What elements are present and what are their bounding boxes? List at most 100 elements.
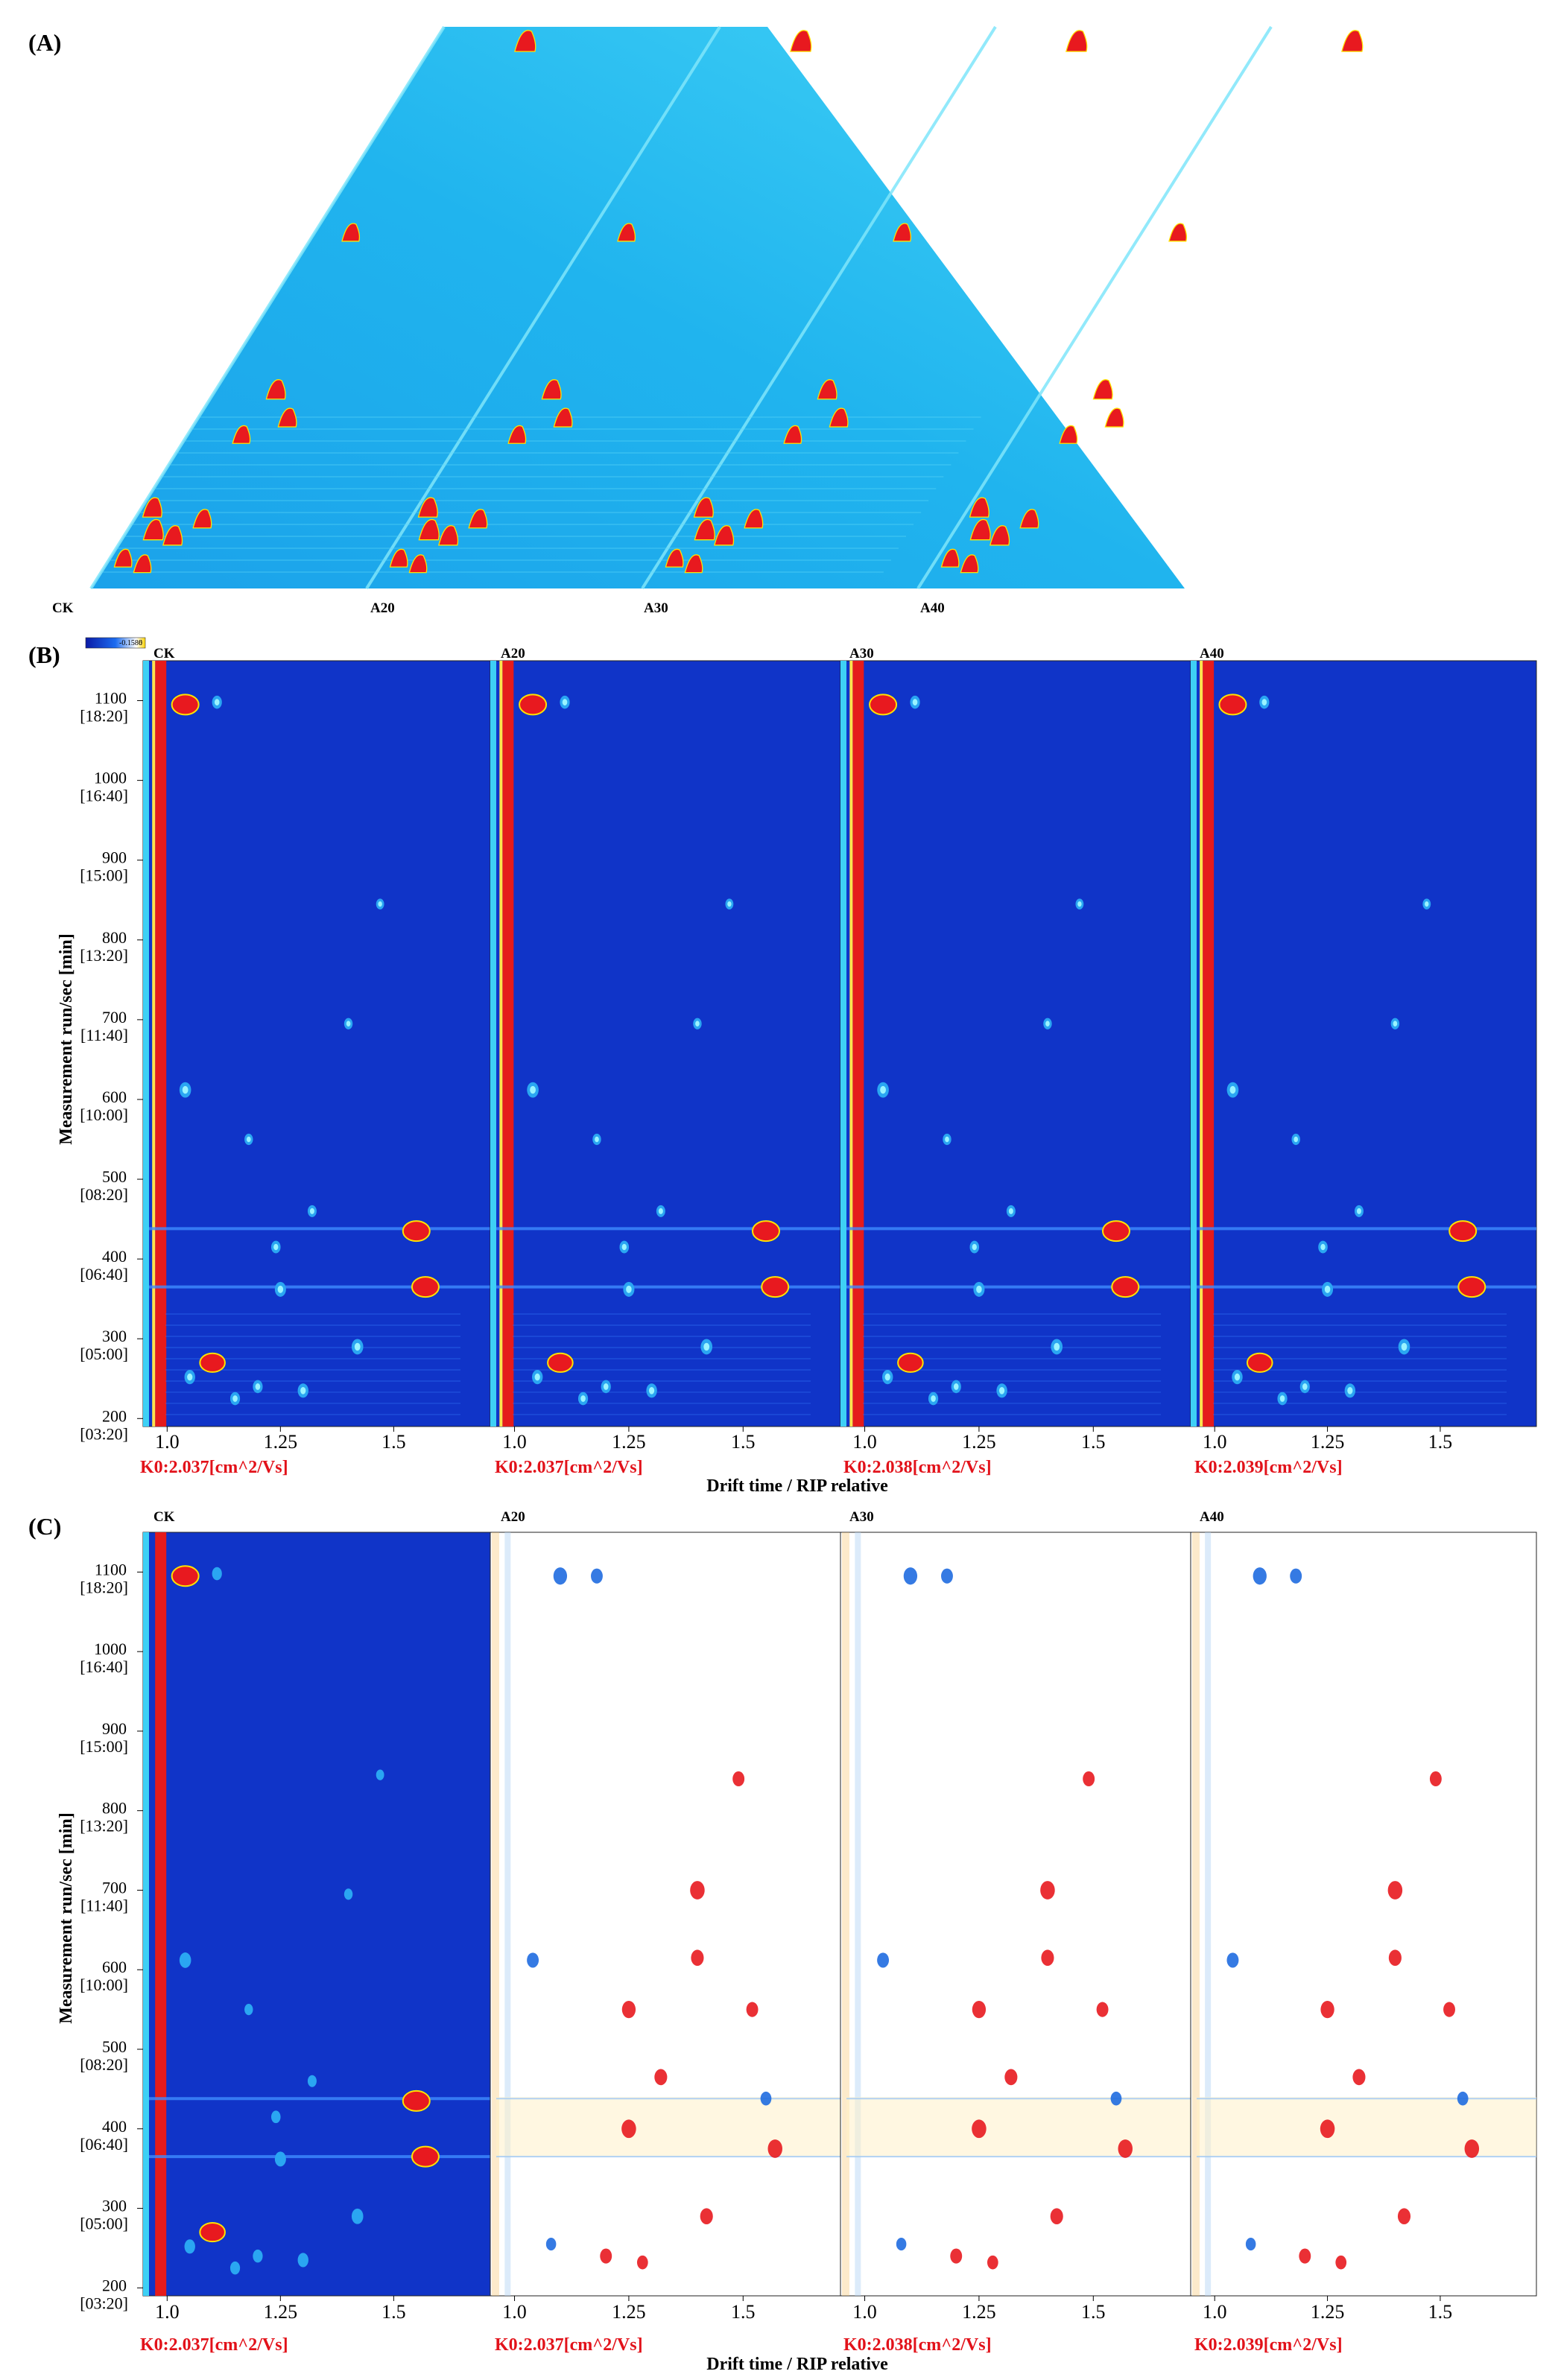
- panel-b-rip-edge: [499, 661, 503, 1427]
- panel-c-diff-peak: [600, 2248, 612, 2264]
- panel-a-peak: [969, 497, 990, 518]
- panel-c-plot-ck: [142, 1532, 491, 2297]
- panel-b-plot-a30: [840, 660, 1191, 1427]
- panel-a-peak: [408, 554, 428, 574]
- panel-a-peak: [990, 525, 1010, 546]
- panel-c-y-tick-label: 300: [102, 2197, 127, 2215]
- panel-c-diff-peak: [1226, 1952, 1239, 1968]
- panel-b-peak-core: [884, 1373, 890, 1381]
- panel-b-peak-core: [309, 1208, 314, 1214]
- panel-b-peak-core: [1393, 1021, 1398, 1027]
- panel-b-peak-core: [912, 699, 918, 706]
- panel-c-diff-peak: [1320, 2119, 1335, 2139]
- panel-c-peak: [199, 2221, 226, 2243]
- panel-b-peak-core: [931, 1395, 936, 1402]
- panel-a-peak: [142, 497, 162, 518]
- panel-b-peak-core: [530, 1085, 536, 1094]
- panel-c-diff-peak: [1352, 2069, 1366, 2086]
- panel-b-peak-core: [1054, 1342, 1060, 1351]
- panel-b-k0-a40: K0:2.039[cm^2/Vs]: [1194, 1458, 1343, 1477]
- panel-a-peak: [468, 509, 488, 529]
- panel-c-x-tick-label: 1.5: [731, 2301, 756, 2323]
- panel-b-peak-core: [1347, 1387, 1353, 1394]
- panel-b-peak: [1457, 1276, 1486, 1298]
- panel-b-peak-core: [1077, 901, 1082, 907]
- panel-b-y-tick-label: 500: [102, 1167, 127, 1186]
- panel-c-difference: 1.0 1.25 1.5 1.0 1.25 1.5 1.0 1.25 1.5 1.0 1.25 1.5…: [80, 1532, 1537, 2323]
- panel-c-diff-peak: [1457, 2091, 1469, 2106]
- panel-b-y-tick-label: 400: [102, 1247, 127, 1266]
- panel-b-x-tick-label: 1.5: [1081, 1431, 1106, 1453]
- panel-b-y-tick-time: [18:20]: [80, 707, 128, 726]
- panel-c-baseline-strip: [1192, 1532, 1200, 2296]
- panel-b-y-tick-label: 200: [102, 1406, 127, 1425]
- panel-c-diff-peak: [1388, 1949, 1402, 1967]
- panel-b-y-tick-time: [06:40]: [80, 1265, 128, 1283]
- panel-b-x-tick-label: 1.25: [1311, 1431, 1345, 1453]
- panel-c-k0-a30: K0:2.038[cm^2/Vs]: [843, 2335, 992, 2355]
- panel-b-k0-a30: K0:2.038[cm^2/Vs]: [843, 1458, 992, 1477]
- panel-b-peak-core: [976, 1285, 982, 1293]
- panel-b-rip-band: [1203, 661, 1215, 1427]
- panel-b-peak-core: [182, 1085, 189, 1094]
- panel-c-plot-a30: [840, 1532, 1191, 2297]
- panel-c-diff-peak: [1397, 2208, 1411, 2225]
- panel-b-rip-edge: [152, 661, 156, 1427]
- panel-c-peak: [343, 1888, 353, 1900]
- panel-a-peak: [617, 223, 636, 242]
- panel-b-peak: [402, 1220, 431, 1243]
- panel-c-x-tick-label: 1.25: [264, 2301, 298, 2323]
- panel-c-diff-peak: [1429, 1771, 1442, 1787]
- panel-a-peak: [389, 548, 408, 568]
- panel-a-peak: [1104, 407, 1124, 428]
- panel-a-3d-view: [89, 25, 1364, 590]
- panel-c-diff-peak: [690, 1881, 705, 1900]
- panel-c-peak: [297, 2253, 308, 2268]
- panel-c-x-axis-label: Drift time / RIP relative: [706, 2355, 888, 2374]
- panel-b-peak-core: [1320, 1243, 1326, 1251]
- panel-label-a: (A): [28, 29, 61, 56]
- panel-a-peak: [665, 548, 684, 568]
- panel-c-peak: [212, 1567, 222, 1581]
- panel-b-label-ck: CK: [153, 646, 175, 661]
- panel-b-peak-core: [1294, 1136, 1299, 1143]
- panel-c-y-tick-time: [05:00]: [80, 2215, 128, 2233]
- panel-b-peak-core: [727, 901, 732, 907]
- panel-b-peak-core: [953, 1383, 959, 1390]
- panel-a-peak: [192, 509, 212, 529]
- panel-c-diff-peak: [1320, 2001, 1334, 2019]
- panel-b-peak-core: [1045, 1021, 1050, 1027]
- panel-a-label-a30: A30: [644, 600, 668, 616]
- colorbar-label-max: 0: [139, 639, 142, 647]
- panel-b-peak-core: [562, 699, 568, 706]
- panel-b-plot-a40: [1190, 660, 1537, 1427]
- panel-c-x-tick-label: 1.5: [381, 2301, 406, 2323]
- panel-b-peak-core: [695, 1021, 700, 1027]
- panel-a-ridge-a40: [916, 25, 1273, 590]
- panel-c-diff-peak: [767, 2139, 782, 2158]
- panel-c-x-tick-label: 1.5: [1081, 2301, 1106, 2323]
- panel-b-rip-edge: [1200, 661, 1203, 1427]
- panel-b-k0-a20: K0:2.037[cm^2/Vs]: [495, 1458, 643, 1477]
- panel-a-label-a20: A20: [370, 600, 395, 616]
- panel-c-y-tick-label: 500: [102, 2037, 127, 2056]
- panel-c-label-ck: CK: [153, 1509, 175, 1525]
- panel-c-y-axis-label: Measurement run/sec [min]: [57, 1812, 76, 2024]
- panel-a-peak: [142, 518, 164, 541]
- panel-c-peak: [351, 2208, 364, 2224]
- panel-b-peak-core: [346, 1021, 351, 1027]
- panel-c-diff-peak: [621, 2001, 636, 2019]
- panel-c-baseline-strip: [842, 1532, 849, 2296]
- panel-a-surface: [91, 27, 1185, 588]
- panel-a-ridge-a30: [641, 25, 997, 590]
- panel-c-y-tick-time: [18:20]: [80, 1578, 128, 1596]
- colorbar-label-min: -0.1586: [119, 639, 142, 647]
- panel-a-peak: [940, 548, 960, 568]
- panel-b-peak-core: [534, 1373, 540, 1381]
- panel-b-x-axis-label: Drift time / RIP relative: [706, 1476, 888, 1496]
- panel-b-x-tick-label: 1.0: [852, 1431, 877, 1453]
- panel-b-x-tick-label: 1.5: [731, 1431, 756, 1453]
- panel-b-peak-core: [595, 1136, 599, 1143]
- panel-c-diff-peak: [1083, 1771, 1095, 1787]
- panel-b-y-tick-label: 300: [102, 1327, 127, 1345]
